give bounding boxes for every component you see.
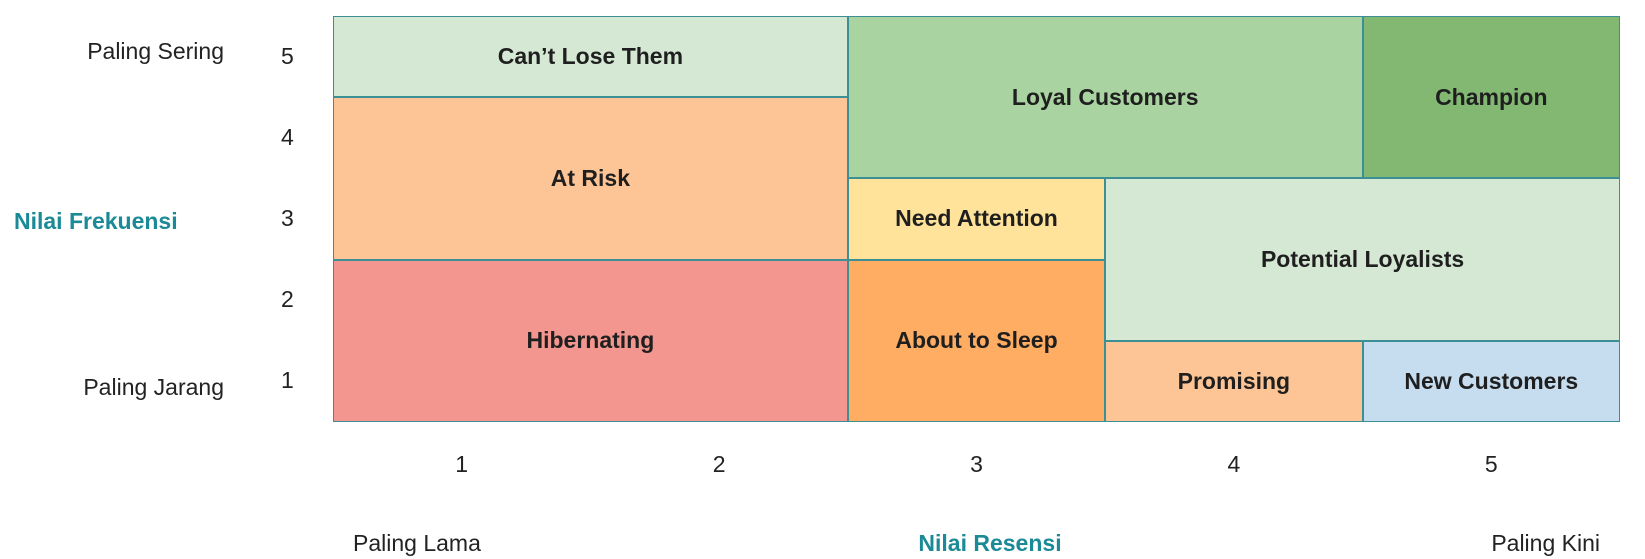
x-axis-right-label: Paling Kini	[1491, 530, 1600, 556]
y-tick-label: 2	[281, 286, 294, 313]
segment-hibernating: Hibernating	[333, 259, 848, 422]
segment-at-risk: At Risk	[333, 97, 848, 260]
segment-new-customers: New Customers	[1362, 340, 1620, 422]
segment-potential-loyalists: Potential Loyalists	[1105, 178, 1620, 341]
segment-loyal-customers: Loyal Customers	[847, 16, 1363, 179]
y-tick-label: 3	[281, 205, 294, 231]
y-axis-title: Nilai Frekuensi	[14, 208, 178, 234]
segment-need-attention: Need Attention	[847, 178, 1106, 260]
x-tick-label: 1	[455, 451, 469, 477]
y-tick-label: 5	[281, 42, 294, 69]
segment-grid: Can’t Lose Them Loyal Customers Champion At…	[333, 16, 1620, 422]
y-tick-label: 4	[281, 123, 294, 150]
segment-promising: Promising	[1105, 340, 1363, 422]
y-axis-bottom-label: Paling Jarang	[83, 374, 224, 400]
segment-champion: Champion	[1362, 16, 1620, 179]
y-axis-top-label: Paling Sering	[87, 38, 224, 64]
x-tick-label: 4	[1227, 451, 1241, 477]
y-tick-label: 1	[281, 367, 294, 394]
x-tick-label: 3	[970, 451, 983, 477]
segment-about-to-sleep: About to Sleep	[847, 259, 1106, 422]
x-axis-left-label: Paling Lama	[353, 530, 481, 556]
segment-can-t-lose-them: Can’t Lose Them	[333, 16, 848, 98]
x-axis-title: Nilai Resensi	[918, 530, 1062, 556]
x-tick-label: 5	[1484, 451, 1498, 477]
x-tick-label: 2	[712, 451, 726, 477]
